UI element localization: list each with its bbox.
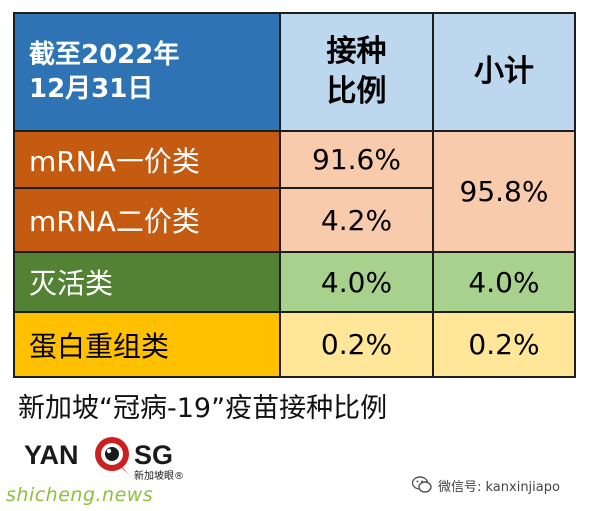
row-ratio-inactivated: 4.0% — [279, 251, 434, 313]
header-ratio-line2: 比例 — [326, 74, 387, 109]
table-caption: 新加坡“冠病-19”疫苗接种比例 — [18, 393, 388, 424]
logo-graphic: YAN SG 新加坡眼® — [24, 437, 184, 482]
mrna-subtotal-cell: 95.8% — [432, 130, 576, 253]
header-date-line2: 12月31日 — [29, 74, 154, 104]
row-ratio-mrna-monovalent: 91.6% — [279, 130, 434, 189]
wechat-id-text: 微信号: kanxinjiapo — [438, 479, 560, 495]
header-subtotal-cell: 小计 — [432, 12, 576, 132]
logo-text-left: YAN — [24, 440, 79, 470]
row-ratio-protein-subunit: 0.2% — [279, 311, 434, 378]
wechat-icon — [412, 476, 432, 493]
yan-sg-logo: YAN SG 新加坡眼® — [24, 432, 234, 482]
table-row: mRNA一价类 91.6% 95.8% — [13, 130, 576, 253]
logo-eye-icon — [95, 437, 130, 476]
table-row: 蛋白重组类 0.2% 0.2% — [13, 311, 576, 378]
table-row: mRNA二价类 4.2% — [13, 187, 575, 253]
row-label-protein-subunit: 蛋白重组类 — [13, 311, 281, 378]
wechat-id-label: 微信号: kanxinjiapo — [412, 474, 560, 496]
row-subtotal-inactivated: 4.0% — [432, 251, 576, 313]
row-ratio-mrna-bivalent: 4.2% — [279, 187, 434, 253]
row-label-mrna-bivalent: mRNA二价类 — [13, 187, 281, 253]
table-row: 灭活类 4.0% 4.0% — [13, 251, 576, 313]
header-date-cell: 截至2022年 12月31日 — [13, 12, 281, 132]
header-ratio-line1: 接种 — [326, 34, 387, 69]
row-subtotal-protein-subunit: 0.2% — [432, 311, 576, 378]
header-subtotal-label: 小计 — [474, 54, 534, 89]
site-watermark: shicheng.news — [6, 484, 154, 506]
header-row: 截至2022年 12月31日 接种 比例 小计 — [13, 12, 576, 132]
row-label-inactivated: 灭活类 — [13, 251, 281, 313]
row-label-mrna-monovalent: mRNA一价类 — [13, 130, 281, 189]
vaccine-table: 截至2022年 12月31日 接种 比例 小计 mRNA一价类 91.6% 95… — [13, 12, 576, 378]
logo-text-right: SG — [134, 440, 173, 470]
header-date-line1: 截至2022年 — [29, 40, 180, 70]
header-ratio-cell: 接种 比例 — [279, 12, 434, 132]
logo-subtitle: 新加坡眼® — [134, 469, 184, 482]
